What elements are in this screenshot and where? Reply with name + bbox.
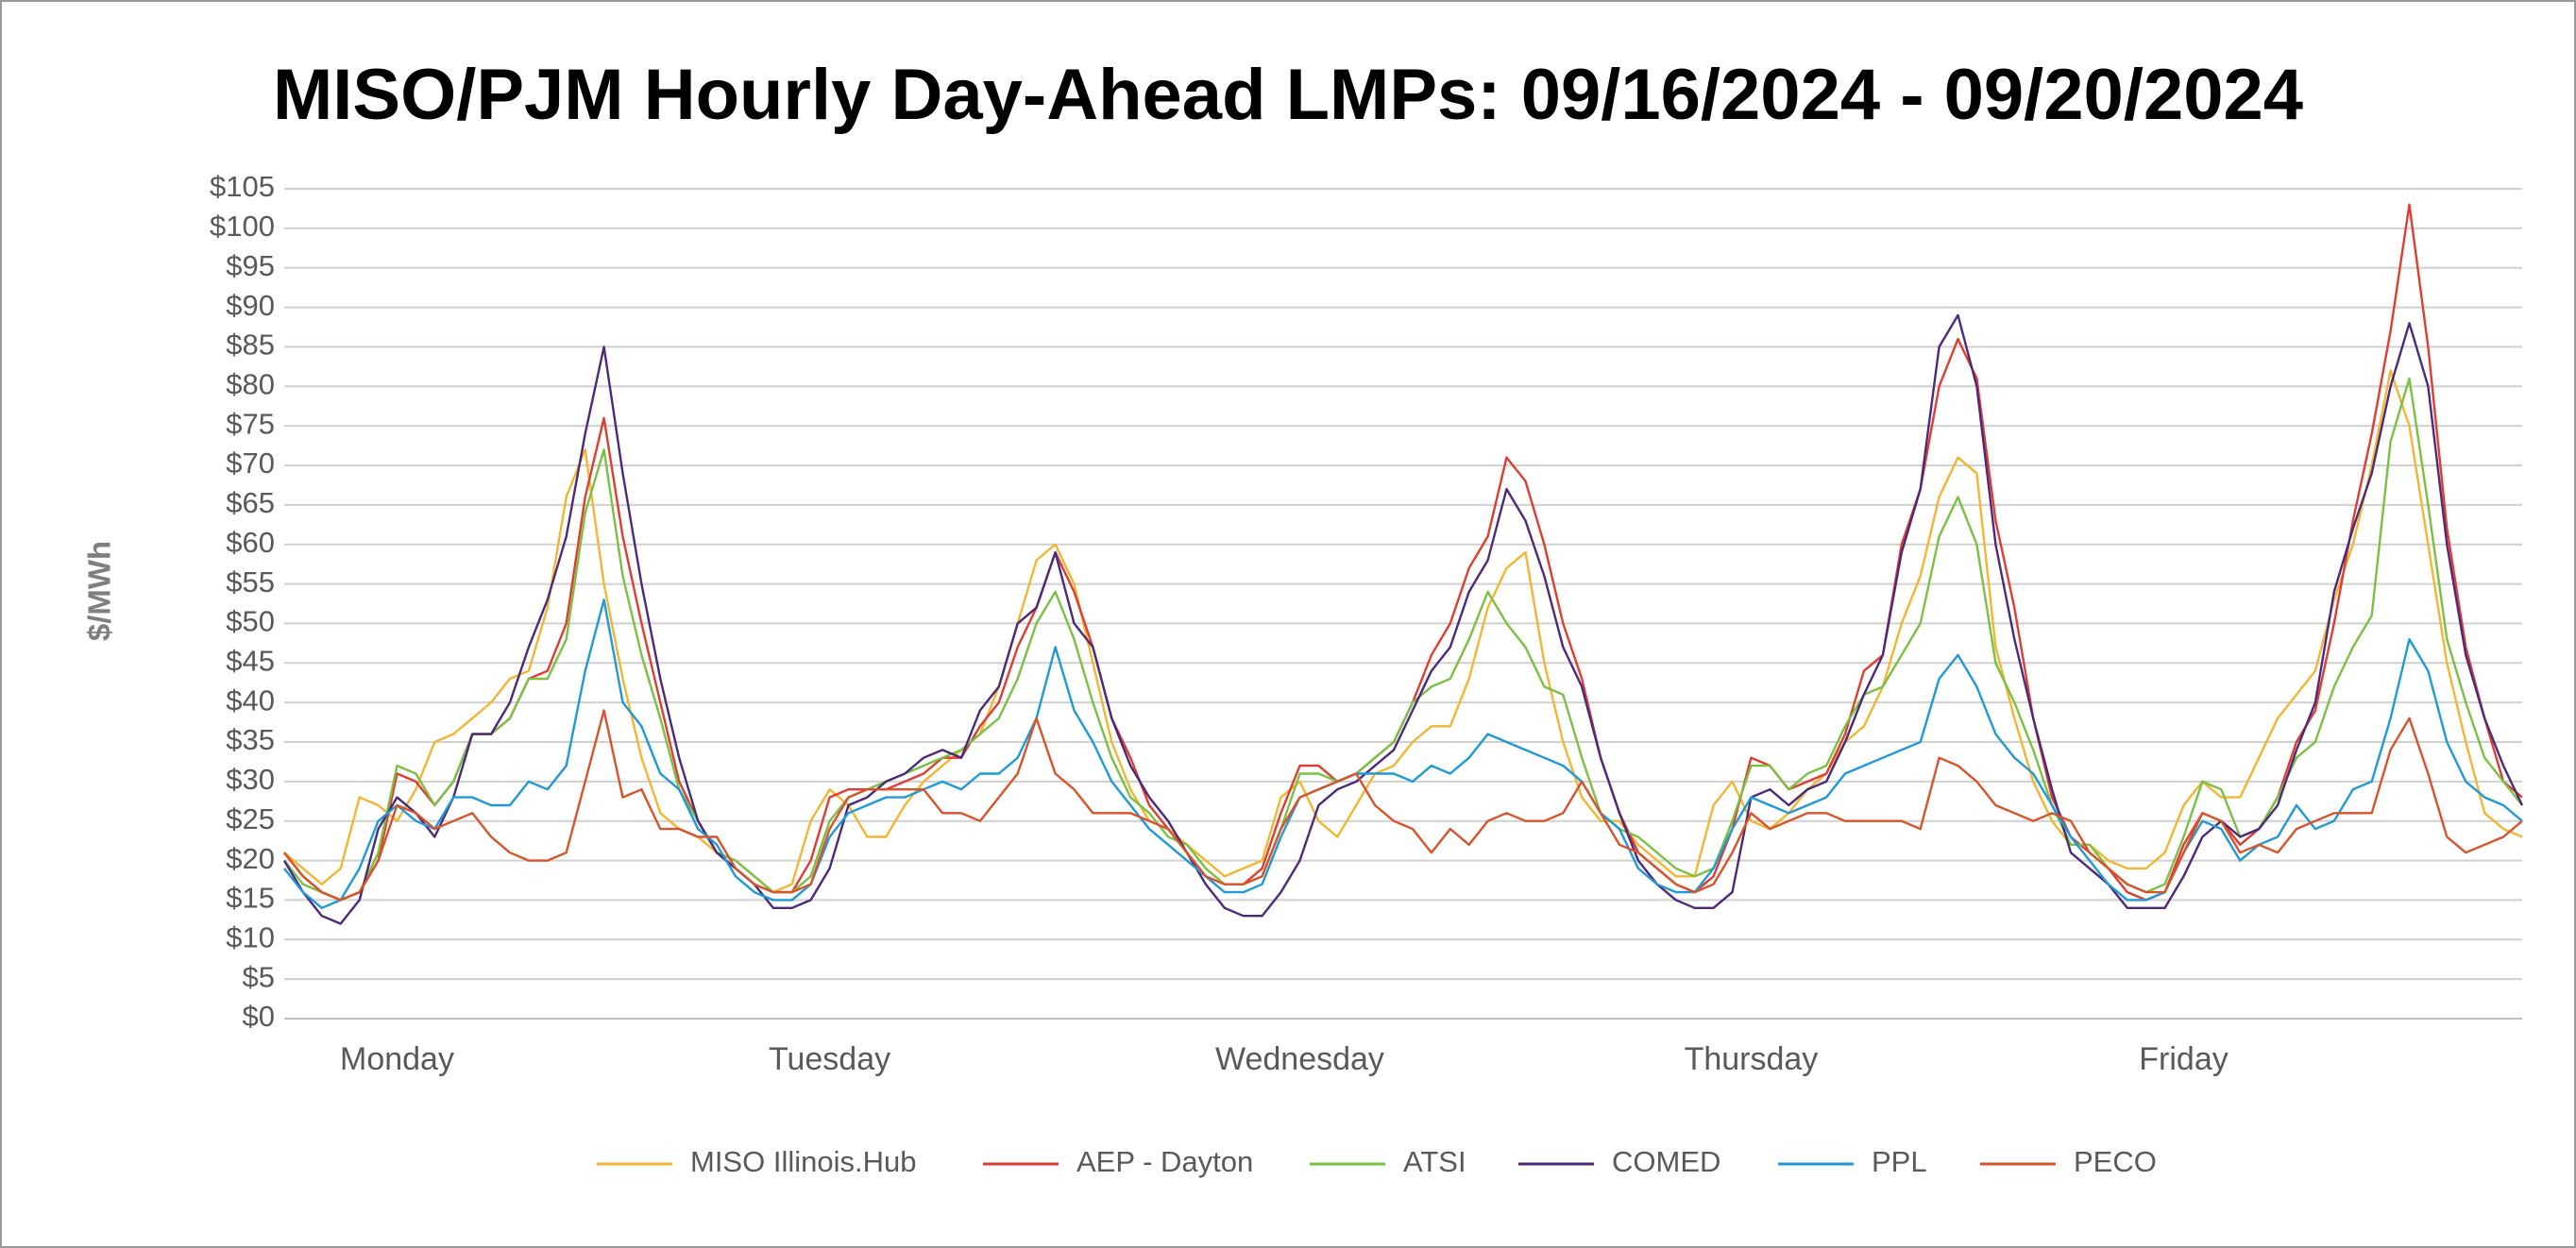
series-line [283,709,2523,902]
y-tick-label: $20 [226,842,275,875]
legend-label: MISO Illinois.Hub [690,1145,916,1178]
series-line [282,313,2524,925]
y-tick-label: $100 [210,210,275,243]
y-tick-label: $85 [226,329,275,362]
y-tick-label: $60 [226,526,275,559]
series-line [283,377,2523,902]
x-tick-label: Tuesday [769,1041,890,1077]
y-tick-label: $105 [210,170,275,203]
y-tick-label: $10 [226,920,275,953]
y-tick-label: $40 [226,683,275,717]
y-tick-label: $55 [226,565,275,599]
y-tick-label: $45 [226,644,275,677]
y-tick-label: $15 [226,882,275,915]
legend-label: AEP - Dayton [1076,1145,1253,1178]
legend-label: ATSI [1403,1145,1466,1178]
y-tick-label: $90 [226,289,275,322]
y-tick-label: $30 [226,763,275,796]
series-line [283,599,2523,909]
y-tick-label: $50 [226,605,275,638]
legend-label: PECO [2074,1145,2157,1178]
y-tick-label: $25 [226,802,275,835]
chart-title: MISO/PJM Hourly Day-Ahead LMPs: 09/16/20… [273,55,2303,135]
y-axis-label: $/MWh [82,541,117,641]
y-tick-label: $80 [226,367,275,400]
y-tick-label: $95 [226,249,275,282]
x-tick-label: Friday [2139,1041,2228,1077]
y-tick-label: $35 [226,723,275,756]
legend-label: COMED [1612,1145,1720,1178]
y-tick-label: $5 [243,960,275,993]
x-tick-label: Thursday [1685,1041,1819,1077]
y-tick-label: $0 [243,1000,275,1033]
x-tick-label: Monday [340,1041,454,1077]
y-tick-label: $75 [226,407,275,440]
x-tick-label: Wednesday [1215,1041,1384,1077]
series-line [283,369,2523,894]
y-tick-label: $70 [226,447,275,480]
y-tick-label: $65 [226,486,275,519]
legend-label: PPL [1872,1145,1927,1178]
